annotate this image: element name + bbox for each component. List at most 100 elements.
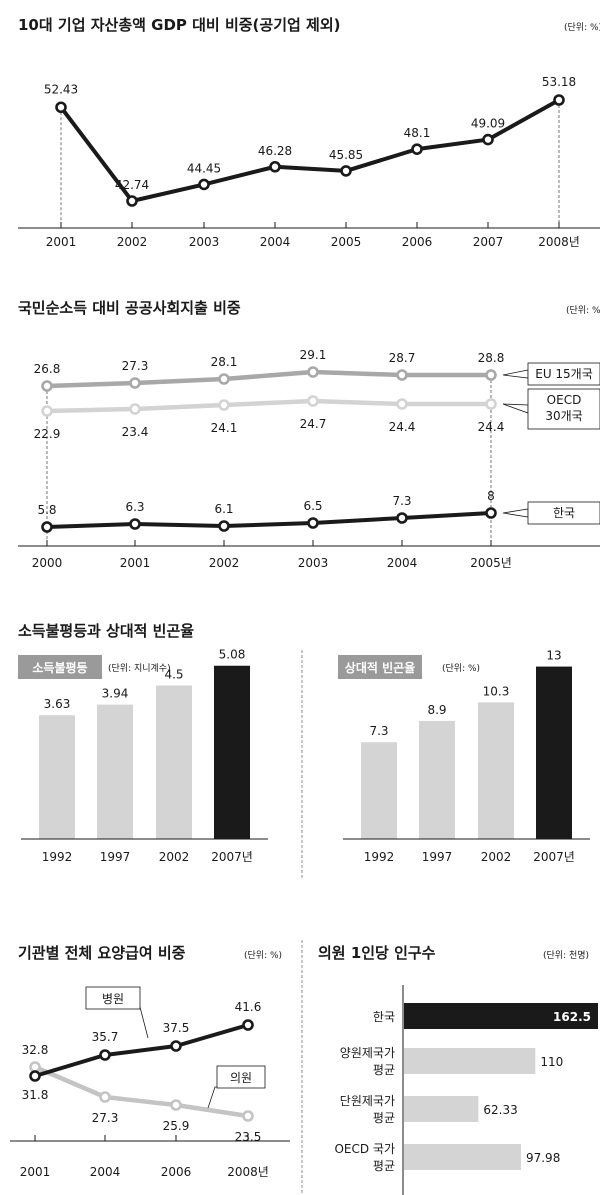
tick-label: 2004 (90, 1165, 121, 1179)
data-point (126, 195, 138, 207)
callout-box (527, 388, 600, 430)
data-label: 13 (546, 649, 561, 663)
data-label: 27.3 (122, 359, 149, 373)
bar (478, 702, 514, 839)
data-point (485, 369, 497, 381)
bar (404, 1096, 479, 1122)
bar (156, 685, 192, 839)
data-point (485, 398, 497, 410)
series-line (34, 1023, 249, 1078)
data-label: 49.09 (471, 117, 505, 131)
data-label: 26.8 (34, 362, 61, 376)
data-label: 53.18 (542, 75, 576, 89)
data-label: 7.3 (369, 724, 388, 738)
data-label: 10.3 (483, 684, 510, 698)
data-point (29, 1061, 41, 1073)
tick-label: 2005 (331, 235, 362, 249)
tick-label: 2006 (402, 235, 433, 249)
callout-pointer (502, 508, 529, 518)
data-point (129, 403, 141, 415)
data-label: 7.3 (392, 494, 411, 508)
data-label: 3.94 (102, 687, 129, 701)
data-label: 42.74 (115, 178, 149, 192)
data-label: 46.28 (258, 144, 292, 158)
data-label: 41.6 (235, 1000, 262, 1014)
data-label: 45.85 (329, 148, 363, 162)
data-point (218, 399, 230, 411)
data-label: 8 (487, 489, 495, 503)
category-label: 평균 (373, 1111, 395, 1125)
data-point (129, 518, 141, 530)
data-label: 24.4 (478, 420, 505, 434)
tick-label: 1997 (422, 850, 453, 864)
series-line (59, 98, 560, 203)
category-label: OECD 국가 (334, 1142, 395, 1156)
tick-label: 2002 (159, 850, 190, 864)
data-point (41, 521, 53, 533)
data-label: 162.5 (553, 1010, 591, 1024)
data-label: 22.9 (34, 427, 61, 441)
data-label: 4.5 (164, 668, 183, 682)
data-point (55, 101, 67, 114)
tick-label: 2002 (481, 850, 512, 864)
data-label: 97.98 (526, 1151, 560, 1165)
panel-tag (338, 655, 422, 679)
data-label: 48.1 (404, 126, 431, 140)
data-label: 3.63 (44, 697, 71, 711)
chart-unit: (단위: %) (566, 305, 600, 316)
data-label: 28.8 (478, 351, 505, 365)
data-label: 25.9 (163, 1119, 190, 1133)
data-label: 27.3 (92, 1111, 119, 1125)
tick-label: 2005년 (470, 556, 512, 570)
callout-pointer (502, 369, 529, 379)
chart-title: 10대 기업 자산총액 GDP 대비 비중(공기업 제외) (18, 16, 340, 34)
chart-unit: (단위: %) (244, 950, 282, 961)
tick-label: 2002 (117, 235, 148, 249)
data-label: 6.5 (303, 499, 322, 513)
data-label: 6.1 (214, 502, 233, 516)
series-line (46, 398, 491, 414)
data-point (485, 507, 497, 519)
data-point (340, 165, 352, 177)
data-label: 52.43 (44, 82, 78, 96)
chart-title: 소득불평등과 상대적 빈곤율 (18, 622, 194, 640)
category-label: 한국 (373, 1010, 395, 1024)
data-label: 29.1 (300, 348, 327, 362)
data-point (553, 94, 565, 106)
data-point (482, 133, 494, 146)
panel-tag-label: 소득불평등 (32, 661, 87, 675)
data-label: 8.9 (427, 703, 446, 717)
legend-label: EU 15개국 (535, 367, 593, 381)
tick-label: 2006 (161, 1165, 192, 1179)
tick-label: 1997 (100, 850, 131, 864)
tick-label: 2007년 (533, 850, 575, 864)
data-label: 28.7 (389, 351, 416, 365)
data-point (307, 366, 319, 378)
data-point (396, 512, 408, 524)
tick-label: 2000 (32, 556, 63, 570)
tick-label: 2001 (120, 556, 151, 570)
callout-box (527, 362, 600, 386)
bar (419, 720, 455, 839)
chart-unit: (단위: 천명) (543, 950, 589, 961)
tick-label: 2002 (209, 556, 240, 570)
bar (214, 665, 250, 839)
data-label: 28.1 (211, 355, 238, 369)
tick-label: 2004 (387, 556, 418, 570)
tick-label: 1992 (42, 850, 73, 864)
data-label: 24.7 (300, 417, 327, 431)
data-point (411, 143, 423, 155)
tick-label: 2008년 (538, 235, 580, 249)
tick-label: 2008년 (227, 1165, 269, 1179)
data-point (396, 398, 408, 410)
data-point (218, 373, 230, 385)
callout-box (216, 1065, 266, 1089)
legend-label: 한국 (553, 506, 575, 520)
data-point (41, 380, 53, 392)
legend-label: 병원 (102, 992, 124, 1006)
bar (361, 742, 397, 839)
callout-box (85, 986, 141, 1010)
data-point (129, 377, 141, 389)
data-label: 31.8 (22, 1088, 49, 1102)
